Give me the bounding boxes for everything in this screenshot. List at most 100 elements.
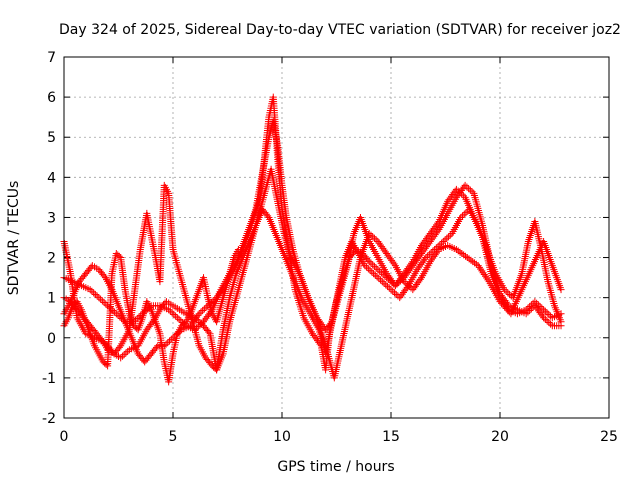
data-point bbox=[98, 297, 106, 305]
data-point bbox=[200, 305, 208, 313]
data-point bbox=[496, 298, 504, 306]
data-point bbox=[427, 249, 435, 257]
data-point bbox=[504, 289, 512, 297]
data-point bbox=[194, 317, 202, 325]
data-point bbox=[365, 229, 373, 237]
data-point bbox=[86, 286, 94, 294]
data-point bbox=[367, 259, 375, 267]
data-point bbox=[384, 282, 392, 290]
y-tick-label: 6 bbox=[47, 90, 56, 106]
data-point bbox=[392, 290, 400, 298]
data-point bbox=[540, 314, 548, 322]
data-point bbox=[164, 339, 172, 347]
data-point bbox=[438, 239, 446, 247]
data-point bbox=[477, 265, 485, 273]
data-point bbox=[167, 335, 175, 343]
x-axis-label: GPS time / hours bbox=[277, 459, 394, 475]
data-point bbox=[372, 264, 380, 272]
y-tick-label: 7 bbox=[47, 50, 56, 66]
data-point bbox=[498, 299, 506, 307]
data-point bbox=[385, 284, 393, 292]
data-point bbox=[472, 260, 480, 268]
x-tick-label: 20 bbox=[491, 429, 509, 445]
data-point bbox=[393, 280, 401, 288]
data-point bbox=[165, 306, 173, 314]
data-point bbox=[468, 188, 476, 196]
data-point bbox=[100, 272, 108, 280]
data-point bbox=[115, 252, 123, 260]
y-tick-label: -1 bbox=[42, 371, 56, 387]
data-point bbox=[374, 266, 382, 274]
data-point bbox=[369, 261, 377, 269]
y-tick-label: 5 bbox=[47, 130, 56, 146]
data-point bbox=[463, 254, 471, 262]
data-point bbox=[196, 319, 204, 327]
data-point bbox=[469, 258, 477, 266]
data-point bbox=[483, 274, 491, 282]
data-point bbox=[371, 271, 379, 279]
y-tick-label: 2 bbox=[47, 251, 56, 267]
data-point bbox=[504, 306, 512, 314]
data-point bbox=[540, 306, 548, 314]
data-point bbox=[88, 287, 96, 295]
series-arc-1 bbox=[60, 93, 565, 374]
data-point bbox=[543, 317, 551, 325]
data-point bbox=[502, 305, 510, 313]
data-point bbox=[471, 259, 479, 267]
data-point bbox=[390, 289, 398, 297]
data-point bbox=[457, 213, 465, 221]
y-tick-label: 0 bbox=[47, 331, 56, 347]
data-point bbox=[522, 310, 530, 318]
data-point bbox=[364, 265, 372, 273]
data-point bbox=[118, 315, 126, 323]
data-point bbox=[541, 307, 549, 315]
data-point bbox=[524, 308, 532, 316]
data-point bbox=[90, 289, 98, 297]
data-point bbox=[372, 236, 380, 244]
data-point bbox=[382, 281, 390, 289]
data-point bbox=[462, 209, 470, 217]
data-point bbox=[432, 244, 440, 252]
data-point bbox=[543, 309, 551, 317]
data-point bbox=[421, 255, 429, 263]
data-point bbox=[369, 233, 377, 241]
data-point bbox=[115, 343, 123, 351]
data-point bbox=[547, 312, 555, 320]
data-point bbox=[434, 242, 442, 250]
series-arc-5 bbox=[60, 246, 242, 386]
data-point bbox=[441, 236, 449, 244]
data-point bbox=[460, 210, 468, 218]
x-tick-label: 10 bbox=[273, 429, 291, 445]
data-point bbox=[100, 298, 108, 306]
data-point bbox=[152, 343, 160, 351]
data-point bbox=[370, 270, 378, 278]
data-point bbox=[445, 233, 453, 241]
data-point bbox=[114, 311, 122, 319]
data-point bbox=[460, 251, 468, 259]
data-point bbox=[380, 279, 388, 287]
axis-ticks: 0 5 10 15 20 25 -2 -1 0 1 2 3 4 5 6 7 bbox=[42, 50, 618, 445]
data-markers bbox=[60, 93, 565, 386]
data-point bbox=[368, 268, 376, 276]
data-point bbox=[465, 255, 473, 263]
y-tick-label: 4 bbox=[47, 170, 56, 186]
data-point bbox=[367, 231, 375, 239]
data-point bbox=[377, 276, 385, 284]
data-point bbox=[166, 307, 174, 315]
data-point bbox=[122, 349, 130, 357]
data-point bbox=[439, 238, 447, 246]
data-point bbox=[452, 185, 460, 193]
data-point bbox=[391, 282, 399, 290]
data-point bbox=[205, 328, 213, 336]
x-tick-label: 25 bbox=[600, 429, 618, 445]
data-point bbox=[446, 231, 454, 239]
data-point bbox=[93, 292, 101, 300]
data-point bbox=[195, 310, 203, 318]
data-point bbox=[389, 287, 397, 295]
y-tick-label: 3 bbox=[47, 210, 56, 226]
data-point bbox=[118, 352, 126, 360]
data-point bbox=[102, 361, 110, 369]
data-point bbox=[461, 181, 469, 189]
